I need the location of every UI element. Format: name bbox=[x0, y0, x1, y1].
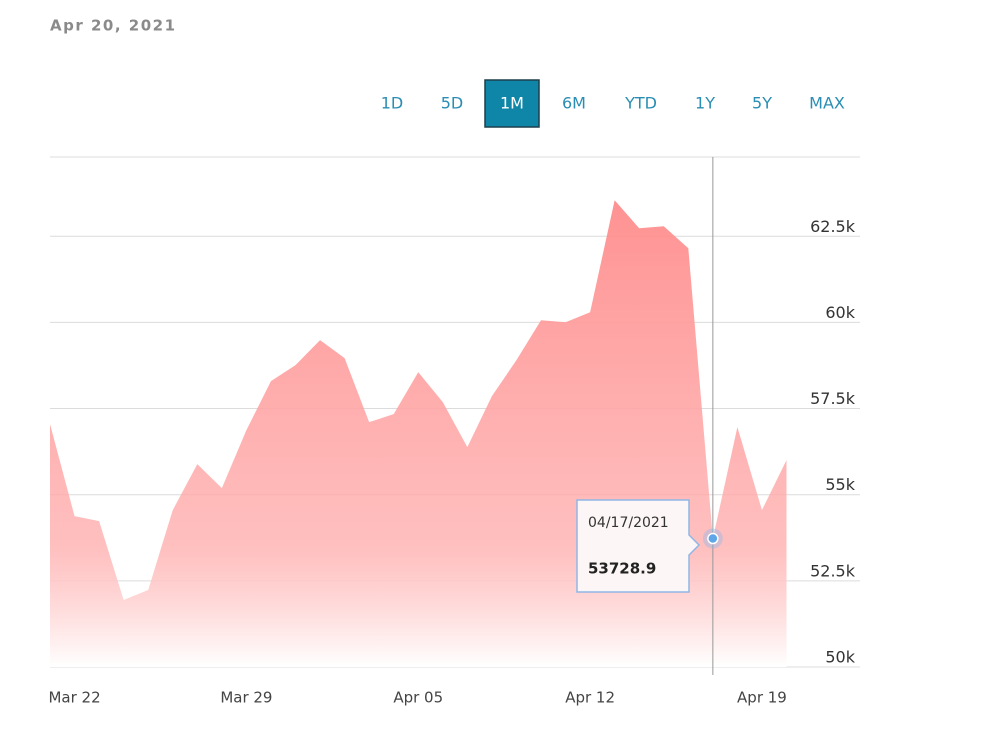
y-tick-label: 55k bbox=[825, 475, 855, 494]
tooltip-value: 53728.9 bbox=[588, 560, 656, 578]
range-button-selected[interactable] bbox=[484, 79, 540, 128]
y-tick-label: 52.5k bbox=[810, 561, 856, 580]
x-tick-label: Apr 05 bbox=[393, 689, 443, 707]
range-button[interactable]: 1D bbox=[381, 94, 404, 113]
range-button[interactable]: MAX bbox=[809, 94, 845, 113]
range-button[interactable]: 5D bbox=[441, 94, 464, 113]
y-tick-label: 57.5k bbox=[810, 389, 856, 408]
area bbox=[50, 200, 787, 668]
tooltip-date: 04/17/2021 bbox=[588, 515, 669, 531]
range-button[interactable]: 1Y bbox=[695, 94, 715, 113]
date-heading: Apr 20, 2021 bbox=[50, 17, 177, 35]
x-tick-label: Mar 22 bbox=[48, 689, 100, 707]
range-button[interactable]: 6M bbox=[562, 94, 586, 113]
range-button[interactable]: 5Y bbox=[752, 94, 772, 113]
range-button[interactable]: 1M bbox=[500, 94, 524, 113]
x-tick-label: Apr 19 bbox=[737, 689, 787, 707]
x-tick-label: Mar 29 bbox=[220, 689, 272, 707]
hover-point bbox=[707, 532, 719, 545]
y-tick-label: 62.5k bbox=[810, 217, 856, 236]
range-button[interactable]: YTD bbox=[624, 94, 657, 113]
y-tick-label: 60k bbox=[825, 303, 855, 322]
x-tick-label: Apr 12 bbox=[565, 689, 615, 707]
y-tick-label: 50k bbox=[825, 648, 855, 667]
tooltip-box bbox=[576, 499, 701, 593]
